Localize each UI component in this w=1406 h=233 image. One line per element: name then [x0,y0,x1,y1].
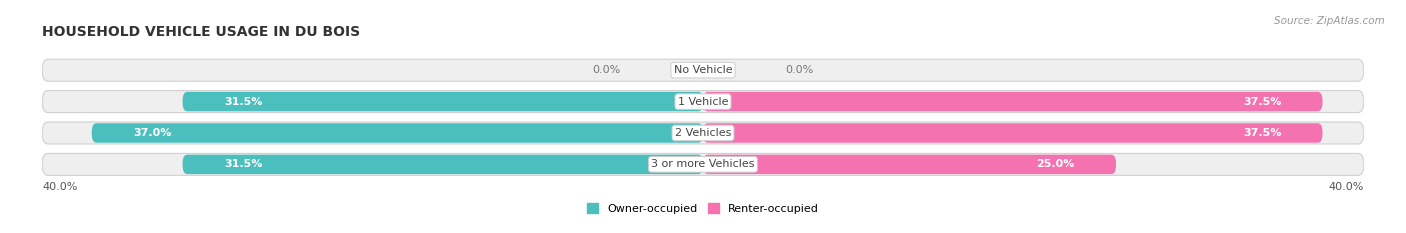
FancyBboxPatch shape [42,122,1364,144]
Text: 37.5%: 37.5% [1243,128,1281,138]
Text: 31.5%: 31.5% [224,159,263,169]
FancyBboxPatch shape [703,92,1323,111]
Text: 40.0%: 40.0% [42,182,77,192]
FancyBboxPatch shape [183,155,703,174]
FancyBboxPatch shape [703,155,1116,174]
Text: HOUSEHOLD VEHICLE USAGE IN DU BOIS: HOUSEHOLD VEHICLE USAGE IN DU BOIS [42,25,360,39]
Text: Source: ZipAtlas.com: Source: ZipAtlas.com [1274,16,1385,26]
FancyBboxPatch shape [42,153,1364,175]
Text: 3 or more Vehicles: 3 or more Vehicles [651,159,755,169]
FancyBboxPatch shape [42,59,1364,81]
Text: 37.0%: 37.0% [134,128,172,138]
Text: 37.5%: 37.5% [1243,97,1281,106]
FancyBboxPatch shape [183,92,703,111]
Text: 25.0%: 25.0% [1036,159,1074,169]
Text: 0.0%: 0.0% [592,65,620,75]
FancyBboxPatch shape [703,123,1323,143]
FancyBboxPatch shape [91,123,703,143]
FancyBboxPatch shape [42,91,1364,113]
Text: 40.0%: 40.0% [1329,182,1364,192]
Text: No Vehicle: No Vehicle [673,65,733,75]
Legend: Owner-occupied, Renter-occupied: Owner-occupied, Renter-occupied [582,199,824,218]
Text: 0.0%: 0.0% [786,65,814,75]
Text: 31.5%: 31.5% [224,97,263,106]
Text: 1 Vehicle: 1 Vehicle [678,97,728,106]
Text: 2 Vehicles: 2 Vehicles [675,128,731,138]
